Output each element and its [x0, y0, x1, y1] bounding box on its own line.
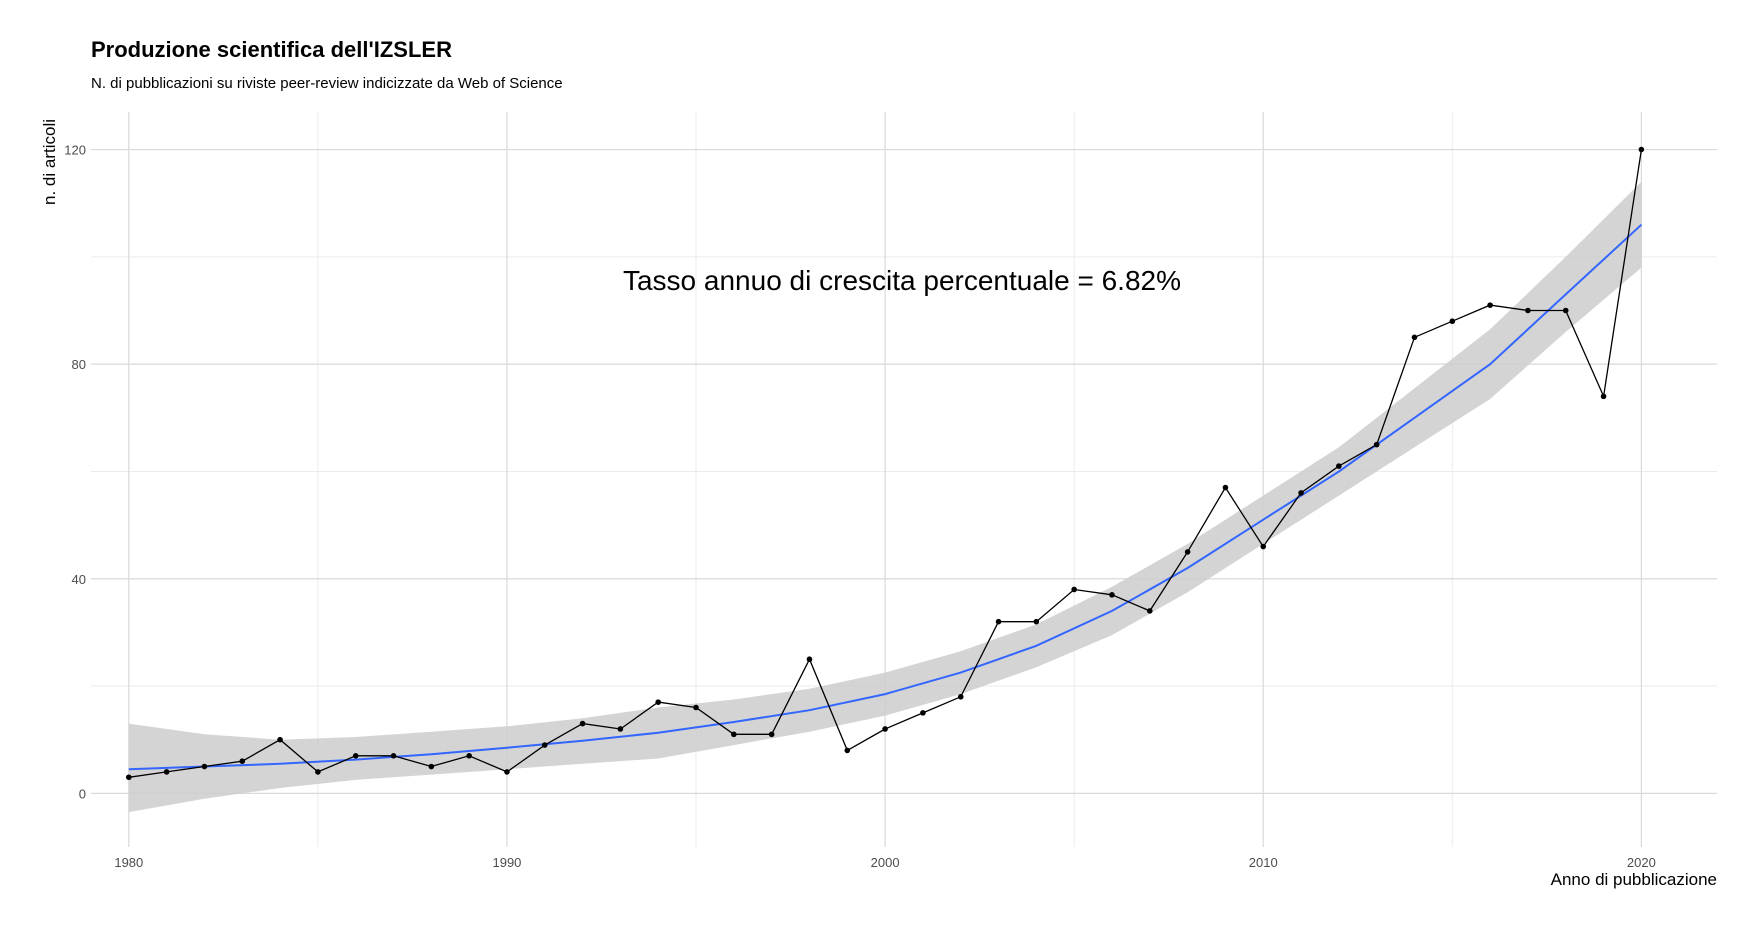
data-point [277, 736, 283, 743]
data-point [126, 774, 132, 781]
data-point [504, 769, 510, 775]
y-tick-label: 80 [72, 357, 86, 372]
y-tick-label: 120 [64, 143, 86, 158]
data-point [1449, 318, 1456, 325]
confidence-band-area [128, 181, 1642, 813]
data-point [1600, 393, 1607, 400]
data-point [1336, 463, 1342, 469]
data-point [1487, 302, 1493, 308]
data-point [1562, 307, 1569, 314]
data-point [768, 731, 775, 738]
data-point [655, 699, 662, 705]
data-point [882, 726, 888, 732]
data-point [806, 656, 813, 663]
data-point [617, 726, 624, 732]
data-point [1222, 484, 1229, 491]
data-point [844, 747, 851, 754]
data-point [1411, 334, 1418, 341]
data-point [920, 710, 926, 716]
data-point [957, 693, 964, 700]
data-point [1146, 608, 1153, 614]
data-point [541, 742, 548, 748]
y-axis-title: n. di articoli [40, 119, 59, 205]
confidence-band [128, 181, 1642, 813]
y-tick-label: 0 [79, 786, 86, 801]
growth-rate-annotation: Tasso annuo di crescita percentuale = 6.… [623, 265, 1181, 296]
tick-labels: 1980 1990 2000 2010 2020 0 40 80 120 [64, 143, 1656, 870]
gridlines [91, 112, 1717, 847]
data-point [352, 752, 359, 759]
data-point [1373, 441, 1380, 448]
x-tick-label: 2010 [1249, 855, 1278, 870]
data-point [731, 731, 737, 738]
data-point [1638, 146, 1645, 153]
x-tick-label: 1980 [114, 855, 143, 870]
data-point [239, 758, 246, 764]
x-tick-label: 2000 [871, 855, 900, 870]
chart-title: Produzione scientifica dell'IZSLER [91, 37, 452, 62]
y-tick-label: 40 [72, 572, 86, 587]
data-point [1298, 490, 1304, 496]
data-point [579, 720, 586, 727]
data-point [1525, 307, 1531, 314]
x-tick-label: 1990 [492, 855, 521, 870]
data-point [428, 763, 435, 770]
x-axis-title: Anno di pubblicazione [1551, 870, 1717, 889]
x-tick-label: 2020 [1627, 855, 1656, 870]
trend-line [128, 223, 1643, 771]
data-point [1184, 549, 1191, 555]
data-point [1033, 618, 1040, 625]
data-point [1260, 543, 1267, 550]
data-point [693, 704, 699, 711]
data-series-group [126, 146, 1645, 781]
chart-subtitle: N. di pubblicazioni su riviste peer-revi… [91, 75, 563, 92]
data-point [390, 752, 397, 759]
data-point [466, 752, 472, 759]
data-point [201, 763, 208, 770]
data-point [1109, 592, 1115, 598]
data-point [163, 769, 170, 775]
data-point [1071, 586, 1077, 593]
trend-line-group [128, 223, 1643, 771]
data-point [995, 618, 1002, 625]
data-point [315, 769, 321, 775]
